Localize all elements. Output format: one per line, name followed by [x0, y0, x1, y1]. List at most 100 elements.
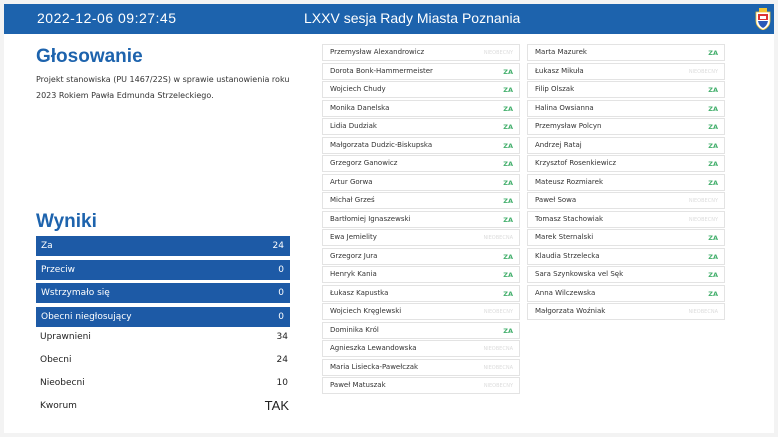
member-name: Halina Owsianna — [535, 103, 594, 112]
member-vote-status: ZA — [503, 67, 513, 76]
result-bar-wstrzymalo: Wstrzymało się 0 — [36, 283, 290, 303]
member-vote-status: NIEOBECNY — [483, 383, 513, 389]
member-name: Krzysztof Rosenkiewicz — [535, 159, 617, 167]
stat-kworum: Kworum TAK — [36, 396, 290, 419]
member-row: Dorota Bonk-Hammermeister ZA — [322, 62, 520, 80]
member-vote-status: NIEOBECNY — [688, 216, 718, 223]
stat-value: 34 — [276, 332, 288, 342]
member-row: Łukasz Mikuła NIEOBECNY — [527, 62, 725, 80]
member-vote-status: ZA — [708, 160, 718, 168]
result-bar-przeciw: Przeciw 0 — [36, 259, 290, 280]
member-row: Małgorzata Dudzic-Biskupska ZA — [322, 136, 520, 154]
member-row: Paweł Sowa NIEOBECNY — [527, 192, 725, 209]
member-name: Grzegorz Ganowicz — [330, 159, 398, 167]
member-name: Klaudia Strzelecka — [535, 251, 600, 260]
member-name: Henryk Kania — [330, 270, 377, 278]
session-datetime: 2022-12-06 09:27:45 — [37, 10, 177, 26]
voting-heading: Głosowanie — [36, 46, 143, 67]
result-value: 0 — [278, 288, 284, 298]
member-name: Grzegorz Jura — [330, 251, 378, 260]
members-list-left: Przemysław Alexandrowicz NIEOBECNY Dorota … — [322, 44, 520, 396]
results-heading: Wyniki — [36, 211, 97, 232]
member-row: Marek Sternalski ZA — [527, 229, 725, 246]
member-name: Łukasz Mikuła — [535, 66, 584, 75]
member-name: Marek Sternalski — [535, 233, 594, 241]
member-vote-status: ZA — [708, 49, 718, 57]
member-vote-status: ZA — [503, 215, 513, 224]
members-list-right: Marta Mazurek ZA Łukasz Mikuła NIEOBECNY Fil… — [527, 44, 725, 322]
member-name: Tomasz Stachowiak — [535, 214, 604, 223]
member-vote-status: ZA — [503, 271, 513, 279]
stat-label: Nieobecni — [40, 378, 85, 388]
member-row: Grzegorz Jura ZA — [322, 247, 520, 265]
member-row: Marta Mazurek ZA — [527, 44, 725, 61]
member-name: Wojciech Chudy — [330, 85, 386, 93]
member-vote-status: NIEOBECNA — [483, 346, 513, 352]
result-label: Przeciw — [41, 264, 76, 275]
member-name: Maria Lisiecka-Pawełczak — [330, 362, 419, 371]
member-row: Wojciech Chudy ZA — [322, 81, 520, 98]
member-vote-status: ZA — [503, 289, 513, 298]
result-value: 0 — [278, 311, 284, 322]
member-name: Filip Olszak — [535, 85, 575, 93]
member-vote-status: ZA — [708, 104, 718, 113]
member-name: Dorota Bonk-Hammermeister — [330, 66, 433, 75]
member-name: Monika Danelska — [330, 103, 390, 112]
member-vote-status: ZA — [708, 289, 718, 298]
member-row: Anna Wilczewska ZA — [527, 284, 725, 302]
member-name: Sara Szynkowska vel Sęk — [535, 270, 624, 278]
results-stats: Uprawnieni 34 Obecni 24 Nieobecni 10 Kwo… — [36, 327, 290, 419]
member-name: Ewa Jemielity — [330, 233, 377, 241]
member-name: Wojciech Kręglewski — [330, 307, 402, 315]
member-row: Grzegorz Ganowicz ZA — [322, 155, 520, 172]
member-vote-status: NIEOBECNY — [688, 68, 718, 75]
member-name: Artur Gorwa — [330, 177, 373, 186]
header-bar: 2022-12-06 09:27:45 LXXV sesja Rady Mias… — [4, 4, 774, 34]
member-name: Małgorzata Dudzic-Biskupska — [330, 140, 433, 149]
member-row: Ewa Jemielity NIEOBECNA — [322, 229, 520, 246]
member-row: Klaudia Strzelecka ZA — [527, 247, 725, 265]
member-row: Andrzej Rataj ZA — [527, 136, 725, 154]
member-name: Bartłomiej Ignaszewski — [330, 214, 411, 223]
member-row: Krzysztof Rosenkiewicz ZA — [527, 155, 725, 172]
member-vote-status: ZA — [503, 178, 513, 187]
member-name: Przemysław Polcyn — [535, 122, 602, 130]
member-vote-status: ZA — [708, 252, 718, 261]
member-row: Filip Olszak ZA — [527, 81, 725, 98]
voting-description: Projekt stanowiska (PU 1467/22S) w spraw… — [36, 75, 290, 100]
member-name: Marta Mazurek — [535, 48, 587, 56]
stat-label: Kworum — [40, 401, 77, 411]
member-name: Michał Grześ — [330, 196, 375, 204]
member-vote-status: ZA — [708, 123, 718, 131]
stat-label: Obecni — [40, 355, 72, 365]
member-name: Mateusz Rozmiarek — [535, 177, 604, 186]
results-bars: Za 24 Przeciw 0 Wstrzymało się 0 Obecni … — [36, 236, 290, 330]
stat-uprawnieni: Uprawnieni 34 — [36, 327, 290, 350]
member-row: Paweł Matuszak NIEOBECNY — [322, 377, 520, 394]
result-value: 0 — [278, 264, 284, 275]
member-row: Tomasz Stachowiak NIEOBECNY — [527, 210, 725, 228]
result-label: Obecni niegłosujący — [41, 311, 132, 322]
member-row: Monika Danelska ZA — [322, 99, 520, 117]
member-vote-status: NIEOBECNY — [483, 50, 513, 56]
stat-value: 24 — [276, 355, 288, 365]
member-vote-status: NIEOBECNA — [483, 364, 513, 371]
member-vote-status: ZA — [708, 86, 718, 94]
member-name: Andrzej Rataj — [535, 140, 582, 149]
member-name: Agnieszka Lewandowska — [330, 344, 417, 352]
result-bar-za: Za 24 — [36, 236, 290, 256]
member-row: Michał Grześ ZA — [322, 192, 520, 209]
member-row: Przemysław Alexandrowicz NIEOBECNY — [322, 44, 520, 61]
main-panel: Głosowanie Projekt stanowiska (PU 1467/2… — [4, 34, 774, 433]
member-vote-status: ZA — [503, 160, 513, 168]
result-label: Za — [41, 241, 53, 251]
session-title: LXXV sesja Rady Miasta Poznania — [304, 10, 521, 26]
member-vote-status: ZA — [503, 86, 513, 94]
member-row: Artur Gorwa ZA — [322, 173, 520, 191]
member-row: Maria Lisiecka-Pawełczak NIEOBECNA — [322, 358, 520, 376]
stat-value: TAK — [264, 398, 289, 413]
member-vote-status: ZA — [503, 252, 513, 261]
member-vote-status: ZA — [503, 141, 513, 150]
member-name: Przemysław Alexandrowicz — [330, 48, 425, 56]
member-vote-status: ZA — [503, 197, 513, 205]
